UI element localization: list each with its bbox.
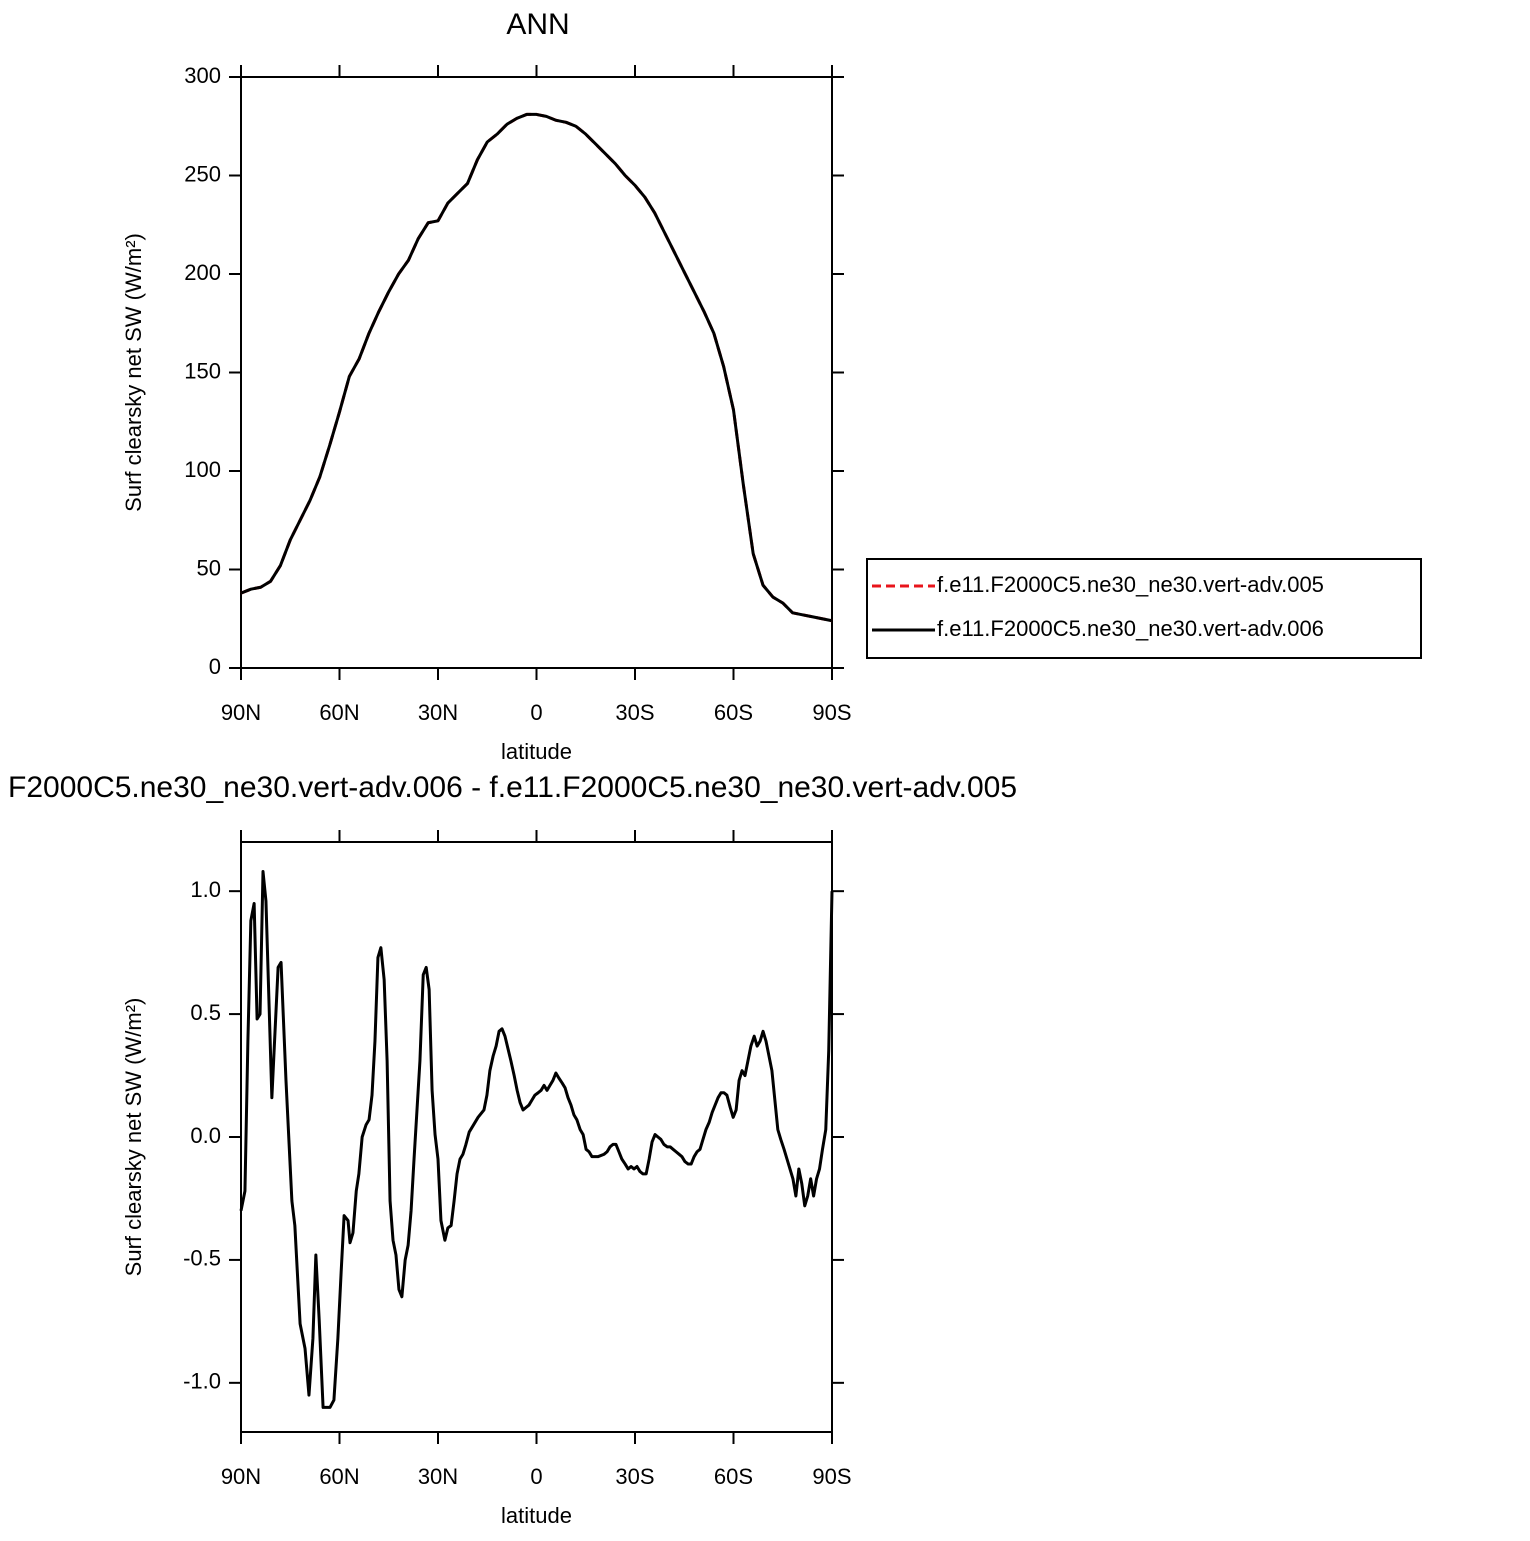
x-tick-label: 60S — [714, 1464, 753, 1489]
data-line — [240, 112, 833, 623]
legend-box — [866, 558, 1422, 659]
y-tick-label: 100 — [184, 457, 221, 482]
x-tick-label: 30N — [418, 700, 458, 725]
plot-frame — [240, 841, 833, 1433]
legend-label: f.e11.F2000C5.ne30_ne30.vert-adv.005 — [937, 572, 1324, 597]
y-tick-label: 250 — [184, 161, 221, 186]
x-tick-label: 60N — [319, 700, 359, 725]
x-tick-label: 30S — [615, 1464, 654, 1489]
x-tick-label: 0 — [530, 1464, 542, 1489]
x-axis-label: latitude — [501, 1503, 572, 1528]
plot-frame — [240, 76, 833, 669]
data-line — [239, 870, 834, 1409]
x-tick-label: 60S — [714, 700, 753, 725]
y-tick-label: 0.5 — [190, 1000, 221, 1025]
y-tick-label: -0.5 — [183, 1246, 221, 1271]
data-line — [240, 112, 833, 623]
x-tick-label: 30S — [615, 700, 654, 725]
chart-title: F2000C5.ne30_ne30.vert-adv.006 - f.e11.F… — [8, 771, 1017, 804]
y-tick-label: 150 — [184, 358, 221, 383]
x-tick-label: 90N — [221, 1464, 261, 1489]
x-tick-label: 90S — [812, 700, 851, 725]
y-tick-label: -1.0 — [183, 1369, 221, 1394]
y-tick-label: 50 — [197, 555, 221, 580]
y-tick-label: 300 — [184, 63, 221, 88]
x-tick-label: 90S — [812, 1464, 851, 1489]
legend: f.e11.F2000C5.ne30_ne30.vert-adv.005 f.e1… — [866, 558, 1422, 659]
y-tick-label: 1.0 — [190, 877, 221, 902]
x-axis-label: latitude — [501, 739, 572, 764]
legend-label: f.e11.F2000C5.ne30_ne30.vert-adv.006 — [937, 616, 1324, 641]
y-tick-label: 200 — [184, 260, 221, 285]
chart-title: ANN — [506, 8, 569, 41]
y-axis-label: Surf clearsky net SW (W/m²) — [121, 233, 146, 512]
x-tick-label: 90N — [221, 700, 261, 725]
y-axis-label: Surf clearsky net SW (W/m²) — [121, 998, 146, 1277]
x-tick-label: 0 — [530, 700, 542, 725]
y-tick-label: 0 — [209, 654, 221, 679]
x-tick-label: 30N — [418, 1464, 458, 1489]
x-tick-label: 60N — [319, 1464, 359, 1489]
y-tick-label: 0.0 — [190, 1123, 221, 1148]
